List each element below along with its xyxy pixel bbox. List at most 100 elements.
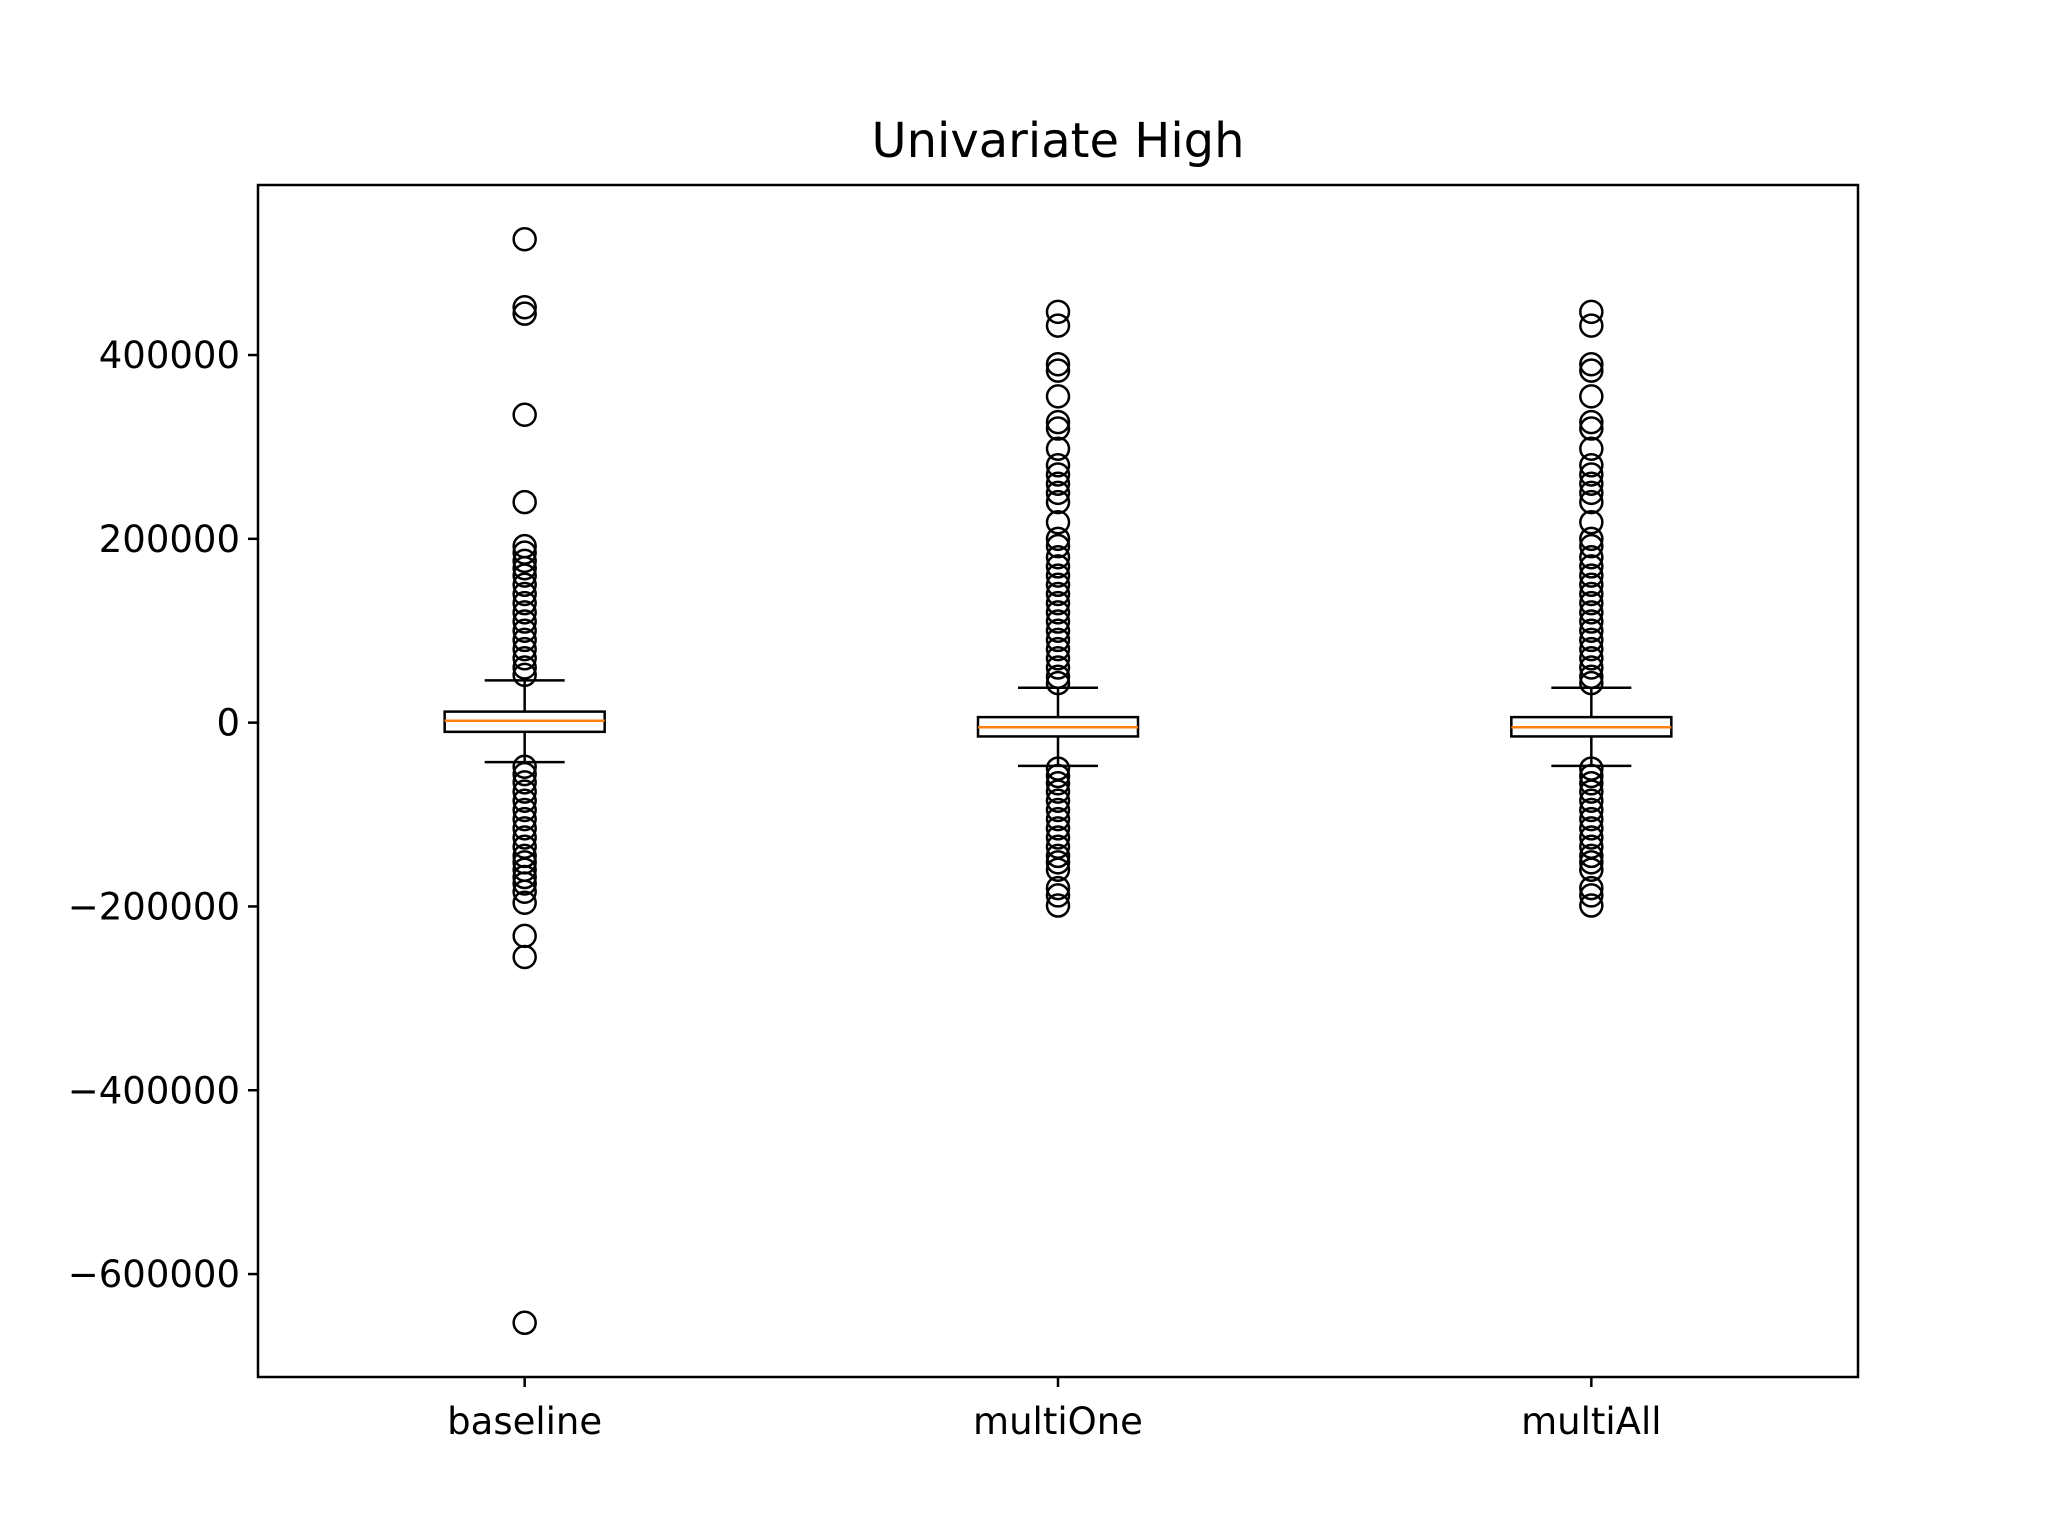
flier-point bbox=[1579, 609, 1604, 634]
flier-point bbox=[1045, 581, 1071, 607]
flier-point bbox=[1045, 462, 1071, 487]
flier-point bbox=[512, 563, 537, 588]
flier-point bbox=[1579, 590, 1604, 616]
flier-point bbox=[512, 879, 537, 904]
flier-point bbox=[1045, 636, 1071, 662]
flier-point bbox=[1045, 572, 1071, 598]
x-tick-label: multiAll bbox=[1521, 1400, 1661, 1443]
flier-point bbox=[1045, 797, 1071, 823]
flier-point bbox=[512, 294, 537, 320]
flier-point bbox=[512, 590, 537, 616]
flier-point bbox=[1579, 299, 1604, 325]
flier-point bbox=[512, 618, 537, 643]
flier-point bbox=[1045, 384, 1071, 409]
chart-title: Univariate High bbox=[871, 113, 1244, 169]
flier-point bbox=[1045, 554, 1071, 579]
flier-point bbox=[1045, 779, 1071, 804]
flier-point bbox=[1579, 313, 1604, 338]
flier-point bbox=[1579, 533, 1604, 559]
flier-point bbox=[1045, 627, 1071, 653]
flier-point bbox=[1045, 533, 1071, 559]
flier-point bbox=[1579, 779, 1604, 804]
flier-point bbox=[1045, 480, 1071, 506]
flier-point bbox=[1579, 627, 1604, 653]
flier-point bbox=[1579, 655, 1604, 680]
flier-point bbox=[1579, 806, 1604, 832]
flier-point bbox=[1045, 544, 1071, 570]
flier-point bbox=[512, 770, 537, 795]
x-axis: baseline multiOne multiAll bbox=[447, 1377, 1662, 1443]
flier-point bbox=[1579, 763, 1604, 789]
flier-point bbox=[512, 572, 537, 598]
flier-point bbox=[1579, 850, 1604, 875]
flier-point bbox=[1579, 409, 1604, 435]
flier-point bbox=[512, 788, 537, 814]
box-multiAll bbox=[1510, 299, 1673, 918]
flier-point bbox=[512, 301, 537, 326]
flier-point bbox=[1045, 788, 1071, 814]
y-tick-label: −600000 bbox=[68, 1253, 240, 1296]
flier-point bbox=[1045, 850, 1071, 875]
y-tick-label: −400000 bbox=[68, 1069, 240, 1112]
flier-point bbox=[1579, 480, 1604, 506]
flier-point bbox=[512, 636, 537, 662]
flier-point bbox=[1579, 825, 1604, 850]
flier-point bbox=[1579, 581, 1604, 607]
flier-point bbox=[512, 864, 537, 890]
flier-point bbox=[1045, 471, 1071, 496]
y-tick-label: 400000 bbox=[99, 334, 240, 377]
flier-point bbox=[1045, 893, 1071, 918]
flier-point bbox=[1045, 609, 1071, 634]
flier-point bbox=[1579, 843, 1604, 869]
flier-point bbox=[1579, 554, 1604, 579]
flier-point bbox=[1579, 471, 1604, 496]
flier-point bbox=[1579, 600, 1604, 625]
flier-point bbox=[512, 489, 537, 515]
flier-point bbox=[1045, 825, 1071, 850]
y-tick-label: 200000 bbox=[99, 518, 240, 561]
flier-point bbox=[1579, 563, 1604, 588]
flier-point bbox=[1579, 453, 1604, 478]
x-tick-label: multiOne bbox=[973, 1400, 1143, 1443]
y-tick-label: 0 bbox=[216, 702, 240, 745]
flier-point bbox=[1579, 797, 1604, 823]
flier-point bbox=[512, 402, 537, 428]
x-tick-label: baseline bbox=[447, 1400, 602, 1443]
flier-point bbox=[1045, 416, 1071, 441]
flier-point bbox=[1045, 436, 1071, 462]
flier-point bbox=[512, 662, 537, 688]
flier-point bbox=[512, 555, 537, 581]
flier-point bbox=[512, 797, 537, 823]
flier-point bbox=[1579, 510, 1604, 535]
flier-point bbox=[512, 779, 537, 804]
flier-point bbox=[1045, 875, 1071, 901]
flier-point bbox=[1579, 489, 1604, 515]
flier-point bbox=[512, 1310, 537, 1336]
flier-point bbox=[1045, 313, 1071, 338]
flier-point bbox=[512, 825, 537, 850]
flier-point bbox=[1045, 526, 1071, 552]
flier-point bbox=[1045, 806, 1071, 832]
flier-point bbox=[1579, 384, 1604, 409]
flier-point bbox=[1579, 351, 1604, 377]
flier-point bbox=[1045, 358, 1071, 383]
flier-point bbox=[1045, 771, 1071, 796]
flier-point bbox=[1045, 299, 1071, 325]
box-baseline bbox=[443, 226, 606, 1336]
plot-area bbox=[443, 226, 1673, 1336]
flier-point bbox=[1045, 489, 1071, 515]
flier-point bbox=[1579, 771, 1604, 796]
flier-point bbox=[1579, 618, 1604, 643]
flier-point bbox=[512, 609, 537, 634]
flier-point bbox=[1579, 416, 1604, 441]
flier-point bbox=[512, 923, 537, 949]
flier-point bbox=[1579, 646, 1604, 671]
flier-point bbox=[1579, 788, 1604, 814]
box-multiOne bbox=[976, 299, 1140, 918]
flier-point bbox=[1579, 462, 1604, 487]
flier-point bbox=[1579, 636, 1604, 662]
flier-point bbox=[512, 890, 537, 916]
flier-point bbox=[1045, 816, 1071, 841]
flier-point bbox=[1045, 600, 1071, 625]
